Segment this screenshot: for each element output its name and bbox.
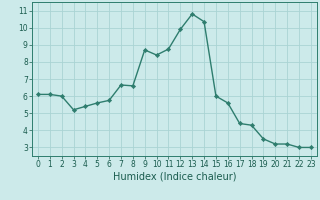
X-axis label: Humidex (Indice chaleur): Humidex (Indice chaleur)	[113, 172, 236, 182]
